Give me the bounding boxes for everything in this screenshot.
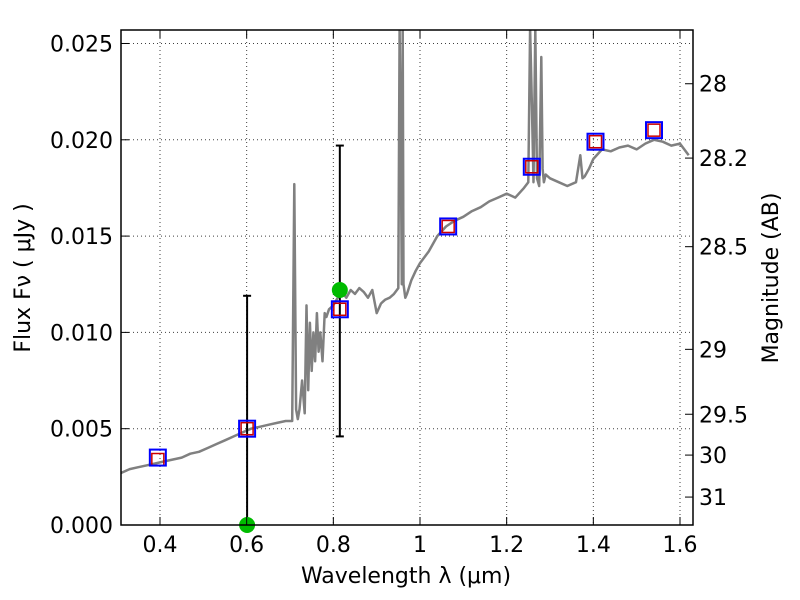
axis-ticks: 0.4 0.6 0.8 1 1.2 1.4 1.6 0.000 0.005 0.010 0.015 0… <box>50 30 748 558</box>
x-tick-label: 1.6 <box>663 533 698 558</box>
filter-photometry-square <box>645 121 663 140</box>
y-tick-label: 0.010 <box>50 321 113 346</box>
filter-photometry-square <box>148 448 167 467</box>
filter-photometry-square <box>586 132 605 151</box>
clipped-series <box>121 30 690 475</box>
y-tick-label: 0.005 <box>50 418 113 443</box>
x-tick-label: 0.4 <box>143 533 178 558</box>
x-tick-label: 1 <box>413 533 427 558</box>
y2-tick-label: 28.5 <box>699 236 748 261</box>
model-photometry-square <box>240 421 254 436</box>
y-axis-label: Flux Fν ( μJy ) <box>11 203 36 352</box>
x-tick-label: 1.2 <box>489 533 524 558</box>
x-axis-label: Wavelength λ (μm) <box>301 564 511 589</box>
y-tick-label: 0.000 <box>50 514 113 539</box>
filter-photometry-square <box>238 419 257 438</box>
plot-frame <box>120 29 694 526</box>
model-photometry-square <box>588 134 603 149</box>
y2-axis-label: Magnitude (AB) <box>759 193 784 364</box>
filter-photometry-square <box>439 217 458 236</box>
y2-tick-label: 28 <box>699 73 727 98</box>
x-tick-label: 0.6 <box>229 533 264 558</box>
model-photometry-square <box>647 123 661 137</box>
y2-tick-label: 28.2 <box>699 147 748 172</box>
x-tick-label: 0.8 <box>316 533 351 558</box>
x-tick-label: 1.4 <box>576 533 611 558</box>
filter-photometry-square <box>522 157 541 176</box>
y-tick-label: 0.025 <box>50 32 113 57</box>
plot-area-content <box>121 30 690 533</box>
y2-tick-label: 29.5 <box>699 403 748 428</box>
y2-tick-label: 29 <box>699 338 727 363</box>
model-photometry-square <box>441 219 455 234</box>
model-photometry-square <box>525 160 539 174</box>
y-tick-label: 0.020 <box>50 129 113 154</box>
grid <box>121 30 693 526</box>
observed-flux-point <box>331 282 348 299</box>
y2-tick-label: 30 <box>699 444 727 469</box>
filter-photometry-square <box>330 300 349 319</box>
model-photometry-square <box>333 302 347 317</box>
spectrum-line <box>121 30 690 475</box>
y-tick-label: 0.015 <box>50 225 113 250</box>
y2-tick-label: 31 <box>699 486 727 511</box>
